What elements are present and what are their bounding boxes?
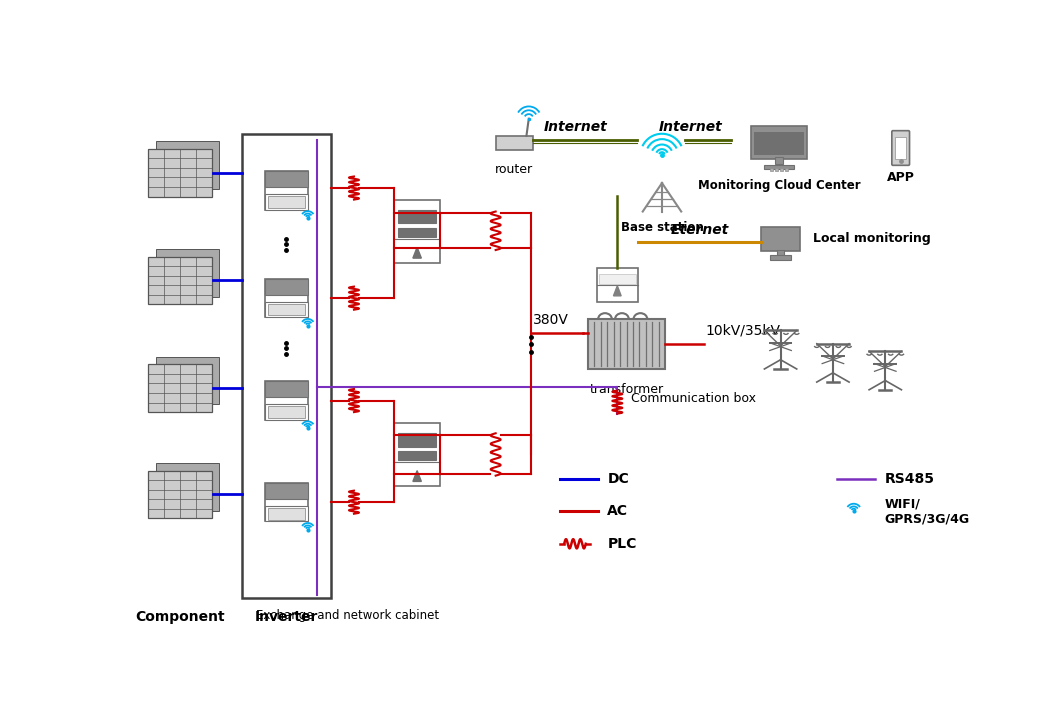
Polygon shape [148,149,212,197]
Text: Internet: Internet [543,120,608,134]
Bar [778,251,784,256]
FancyBboxPatch shape [892,130,909,166]
Text: 380V: 380V [533,312,568,327]
Bar [895,138,906,159]
Text: 10kV/35kV: 10kV/35kV [706,323,781,338]
Bar [754,132,804,155]
Polygon shape [148,256,212,305]
Bar [398,210,437,223]
Bar [394,199,441,263]
Text: APP: APP [887,171,915,184]
Bar [264,483,308,499]
Polygon shape [148,364,212,412]
Bar [598,274,636,284]
Bar [769,168,773,171]
Bar [761,227,800,251]
Text: Internet: Internet [658,120,723,134]
Text: PLC: PLC [608,537,637,551]
Bar [394,423,441,486]
Polygon shape [413,471,421,482]
Bar [264,302,308,318]
Bar [268,196,305,207]
Polygon shape [614,286,621,296]
Text: Eternet: Eternet [671,223,729,238]
Text: Exchange and network cabinet: Exchange and network cabinet [256,608,440,621]
Bar [268,406,305,418]
Text: Component: Component [135,610,225,624]
Bar [398,228,437,237]
Text: transformer: transformer [589,383,664,396]
Bar [398,433,437,446]
Bar [780,168,783,171]
Polygon shape [157,141,219,189]
Text: Inverter: Inverter [254,610,318,624]
Bar [264,506,308,521]
Bar [264,171,308,187]
Text: Base station: Base station [620,221,703,234]
Bar [785,168,788,171]
Bar [751,127,807,159]
Text: Monitoring Cloud Center: Monitoring Cloud Center [698,179,861,192]
Bar [398,451,437,460]
Bar [764,165,793,168]
Text: WIFI/
GPRS/3G/4G: WIFI/ GPRS/3G/4G [885,498,970,526]
Bar [588,320,665,369]
Polygon shape [413,248,421,258]
Bar [264,279,308,318]
Bar [268,508,305,520]
Text: router: router [495,163,533,176]
Text: RS485: RS485 [885,472,934,486]
Bar [264,483,308,521]
Text: DC: DC [608,472,629,486]
Polygon shape [496,135,533,150]
Polygon shape [157,249,219,297]
Bar [596,268,638,302]
Bar [242,134,331,598]
Polygon shape [157,356,219,405]
Bar [264,405,308,420]
Bar [769,255,791,260]
Bar [264,382,308,420]
Bar [264,194,308,210]
Text: Communication box: Communication box [632,392,756,405]
Bar [264,171,308,210]
Bar [264,382,308,397]
Polygon shape [157,463,219,510]
Bar [776,157,783,164]
Bar [264,279,308,295]
Text: AC: AC [608,505,628,518]
Text: Local monitoring: Local monitoring [813,232,930,245]
Bar [775,168,778,171]
Bar [268,304,305,315]
Polygon shape [148,471,212,518]
